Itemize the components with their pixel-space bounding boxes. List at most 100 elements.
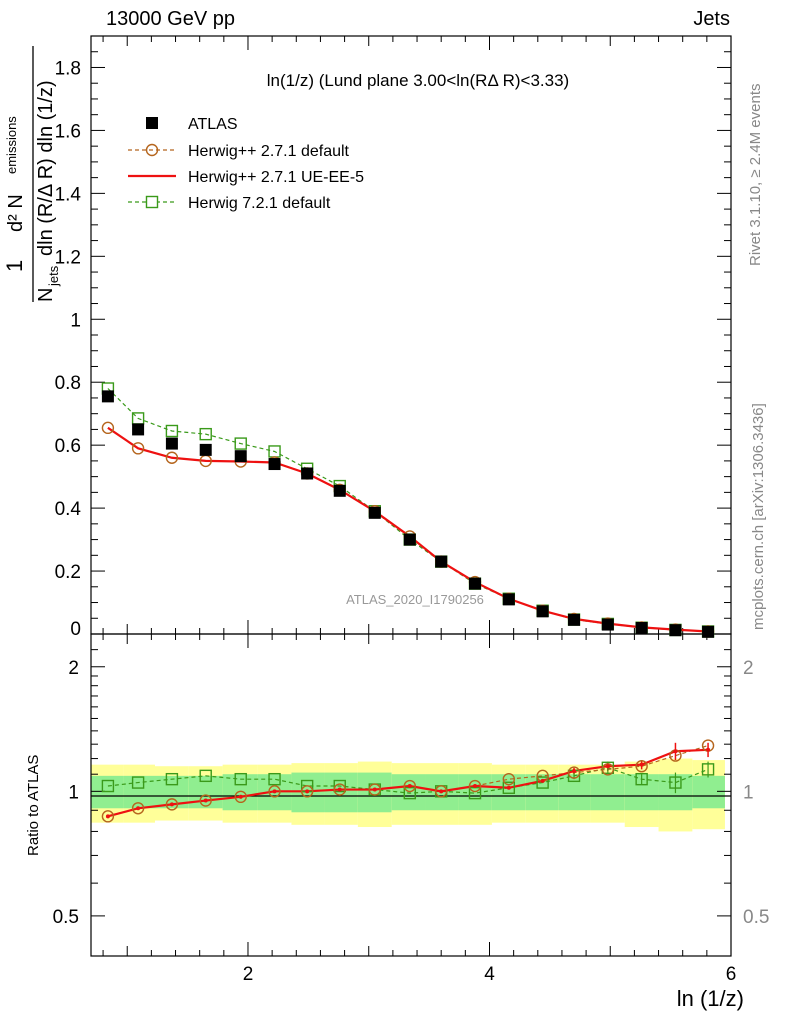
ratio-herwigpp-default-point xyxy=(165,798,179,811)
main-y-tick-label: 0.4 xyxy=(55,499,82,520)
ratio-ylabel: Ratio to ATLAS xyxy=(25,755,42,856)
ratio-y-tick-label-right: 0.5 xyxy=(743,907,769,928)
ratio-uncertainty-bands xyxy=(91,758,725,832)
x-axis-label: ln (1/z) xyxy=(677,986,744,1011)
legend-herwigpp-default-label: Herwig++ 2.7.1 default xyxy=(188,143,350,160)
ratio-herwigpp-ueee5-point xyxy=(706,747,711,752)
atlas-data-point xyxy=(301,467,314,480)
ratio-herwig7-point xyxy=(131,776,145,789)
atlas-data-point xyxy=(234,450,247,463)
atlas-data-point xyxy=(268,458,281,471)
atlas-data-point xyxy=(469,577,481,590)
legend-herwigpp-ueee5-label: Herwig++ 2.7.1 UE-EE-5 xyxy=(188,169,364,186)
atlas-data-point xyxy=(635,622,648,635)
x-tick-label: 6 xyxy=(726,964,737,985)
main-ylabel-den-rest: dln (R/Δ R) dln (1/z) xyxy=(35,80,57,256)
main-panel-title: ln(1/z) (Lund plane 3.00<ln(RΔ R)<3.33) xyxy=(267,71,569,90)
ratio-y-tick-label: 2 xyxy=(68,658,79,679)
ratio-herwigpp-default-point xyxy=(601,763,615,776)
ratio-herwig7-point xyxy=(669,776,682,789)
ratio-herwig7-point xyxy=(635,772,648,786)
main-y-tick-label: 1.2 xyxy=(55,247,81,268)
ratio-herwigpp-ueee5-point xyxy=(407,784,412,789)
main-y-tick-label: 1.8 xyxy=(55,58,81,79)
main-y-tick-label: 0 xyxy=(70,619,81,640)
ratio-herwig7-point xyxy=(165,772,179,786)
atlas-data-point xyxy=(536,605,549,618)
x-tick-label: 4 xyxy=(484,964,495,985)
ratio-herwigpp-ueee5-point xyxy=(673,749,678,754)
ratio-herwigpp-ueee5-point xyxy=(238,794,243,799)
ratio-herwigpp-default-point xyxy=(567,766,581,779)
ratio-herwig7-point xyxy=(536,776,549,789)
ratio-herwigpp-default-point xyxy=(131,802,145,815)
main-y-tick-label: 1.4 xyxy=(55,184,82,205)
ratio-y-tick-label: 1 xyxy=(68,782,79,803)
ratio-herwigpp-default-point xyxy=(403,779,416,793)
main-ylabel-num-sub: emissions xyxy=(4,116,19,174)
main-y-tick-label: 0.6 xyxy=(55,436,81,457)
ratio-band-stat xyxy=(222,774,258,811)
main-ylabel: 1 d² N emissions N jets dln (R/Δ R) dln … xyxy=(2,46,61,302)
ratio-herwigpp-default-point xyxy=(268,785,281,798)
ratio-herwig7-point xyxy=(502,781,516,794)
ratio-herwigpp-default-point xyxy=(333,783,346,796)
herwig7-point xyxy=(199,427,212,441)
legend: ATLAS Herwig++ 2.7.1 default Herwig++ 2.… xyxy=(128,116,364,212)
legend-herwig7-marker xyxy=(145,195,159,209)
ratio-herwig7-point xyxy=(268,772,281,786)
ratio-band-stat xyxy=(491,774,526,811)
atlas-data-point xyxy=(368,506,381,519)
main-y-tick-label: 1 xyxy=(70,310,81,331)
ratio-herwigpp-ueee5-point xyxy=(473,784,477,789)
atlas-data-point xyxy=(165,437,178,450)
ratio-band-stat xyxy=(692,775,725,809)
ratio-herwigpp-default-point xyxy=(502,772,516,786)
ratio-band-stat xyxy=(324,772,358,813)
x-tick-label: 2 xyxy=(243,964,254,985)
mcplots-label: mcplots.cern.ch [arXiv:1306.3436] xyxy=(750,403,767,630)
ratio-herwigpp-ueee5-point xyxy=(105,814,110,819)
ratio-herwigpp-ueee5-point xyxy=(540,778,545,783)
herwig7-point xyxy=(165,424,179,438)
atlas-data-point xyxy=(702,625,715,638)
axis-ticks: 0 0.2 0.4 0.6 0.8 1 1.2 1.4 1.6 1.8 0.5 0.5 1 1 2 2 2 4 6 xyxy=(53,36,769,985)
ratio-herwigpp-default-point xyxy=(368,783,381,796)
ratio-herwigpp-default-point xyxy=(434,785,448,798)
atlas-data-point xyxy=(435,555,448,568)
header-collision-label: 13000 GeV pp xyxy=(106,8,235,30)
ratio-y-tick-label: 0.5 xyxy=(53,907,79,928)
herwigpp-default-point xyxy=(101,421,115,435)
atlas-data-point xyxy=(502,593,515,606)
ratio-panel-series xyxy=(101,739,715,823)
main-ylabel-den-sub: jets xyxy=(46,265,61,287)
ratio-herwigpp-ueee5-point xyxy=(136,806,141,811)
main-y-tick-label: 1.6 xyxy=(55,121,81,142)
ratio-herwig7-point xyxy=(199,769,212,783)
ratio-herwigpp-ueee5-point xyxy=(605,764,610,769)
ratio-herwigpp-ueee5-point xyxy=(572,768,577,773)
atlas-data-point xyxy=(601,618,614,631)
atlas-data-point xyxy=(199,443,212,456)
ratio-y-tick-label-right: 1 xyxy=(743,782,754,803)
ratio-herwigpp-ueee5-point xyxy=(337,787,342,792)
header-process-label: Jets xyxy=(693,8,730,30)
ratio-herwigpp-default-point xyxy=(101,810,115,823)
legend-herwigpp-default-marker xyxy=(145,143,159,157)
ratio-herwigpp-default-point xyxy=(234,790,247,804)
atlas-data-point xyxy=(333,484,346,497)
ratio-herwigpp-ueee5-point xyxy=(639,762,644,767)
legend-herwig7-label: Herwig 7.2.1 default xyxy=(188,195,331,212)
ratio-herwigpp-ueee5-point xyxy=(305,789,310,794)
rivet-version-label: Rivet 3.1.10, ≥ 2.4M events xyxy=(747,84,764,267)
ratio-herwigpp-ueee5-point xyxy=(272,789,277,794)
ratio-y-tick-label-right: 2 xyxy=(743,658,754,679)
main-ylabel-num: d² N xyxy=(5,194,27,232)
herwig7-point xyxy=(234,437,247,450)
ratio-herwigpp-ueee5-point xyxy=(439,789,444,794)
ratio-herwig7-point xyxy=(234,772,247,786)
legend-atlas-label: ATLAS xyxy=(188,116,238,133)
atlas-data-point xyxy=(568,613,581,626)
ratio-herwigpp-default-point xyxy=(199,794,212,807)
